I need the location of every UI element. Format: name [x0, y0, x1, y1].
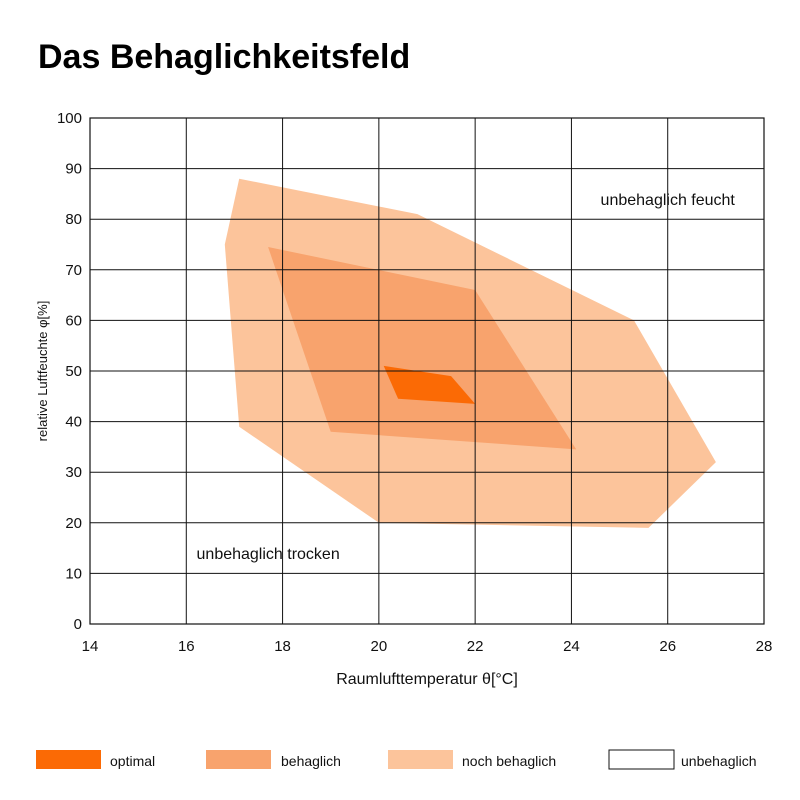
legend-swatch-unbehaglich — [608, 749, 675, 770]
y-tick-label: 80 — [65, 211, 82, 228]
y-tick-label: 40 — [65, 414, 82, 431]
y-tick-label: 0 — [74, 616, 82, 633]
x-tick-label: 28 — [756, 638, 773, 655]
legend-swatch-behaglich — [206, 750, 271, 769]
plot-frame — [89, 117, 765, 625]
x-tick-label: 16 — [178, 638, 195, 655]
y-tick-label: 20 — [65, 515, 82, 532]
annotation-text: unbehaglich trocken — [197, 546, 340, 563]
x-tick-label: 22 — [467, 638, 484, 655]
legend-swatch-noch-behaglich — [388, 750, 453, 769]
x-axis-label: Raumlufttemperatur θ[°C] — [336, 671, 518, 688]
chart-title: Das Behaglichkeitsfeld — [38, 38, 410, 76]
legend-swatch-optimal — [36, 750, 101, 769]
y-tick-label: 100 — [57, 110, 82, 127]
x-tick-label: 14 — [82, 638, 99, 655]
annotation-text: unbehaglich feucht — [601, 192, 736, 209]
y-tick-label: 30 — [65, 464, 82, 481]
y-tick-label: 70 — [65, 262, 82, 279]
legend-label-noch-behaglich: noch behaglich — [462, 753, 556, 769]
legend-label-behaglich: behaglich — [281, 753, 341, 769]
legend-label-optimal: optimal — [110, 753, 155, 769]
y-tick-label: 10 — [65, 565, 82, 582]
y-tick-label: 60 — [65, 312, 82, 329]
plot-area: 14 16 18 20 22 24 26 28 0 10 20 30 40 50 60 70 80 90 100 Ra… — [35, 110, 772, 688]
x-tick-label: 24 — [563, 638, 580, 655]
legend: optimal behaglich noch behaglich unbehaglic… — [36, 749, 757, 770]
x-tick-label: 18 — [274, 638, 291, 655]
region-optimal — [383, 365, 476, 404]
y-axis-label: relative Luftfeuchte φ[%] — [35, 301, 50, 442]
region-behaglich — [268, 247, 577, 450]
y-tick-label: 50 — [65, 363, 82, 380]
y-tick-label: 90 — [65, 161, 82, 178]
x-tick-label: 20 — [371, 638, 388, 655]
legend-label-unbehaglich: unbehaglich — [681, 753, 757, 769]
x-tick-label: 26 — [659, 638, 676, 655]
